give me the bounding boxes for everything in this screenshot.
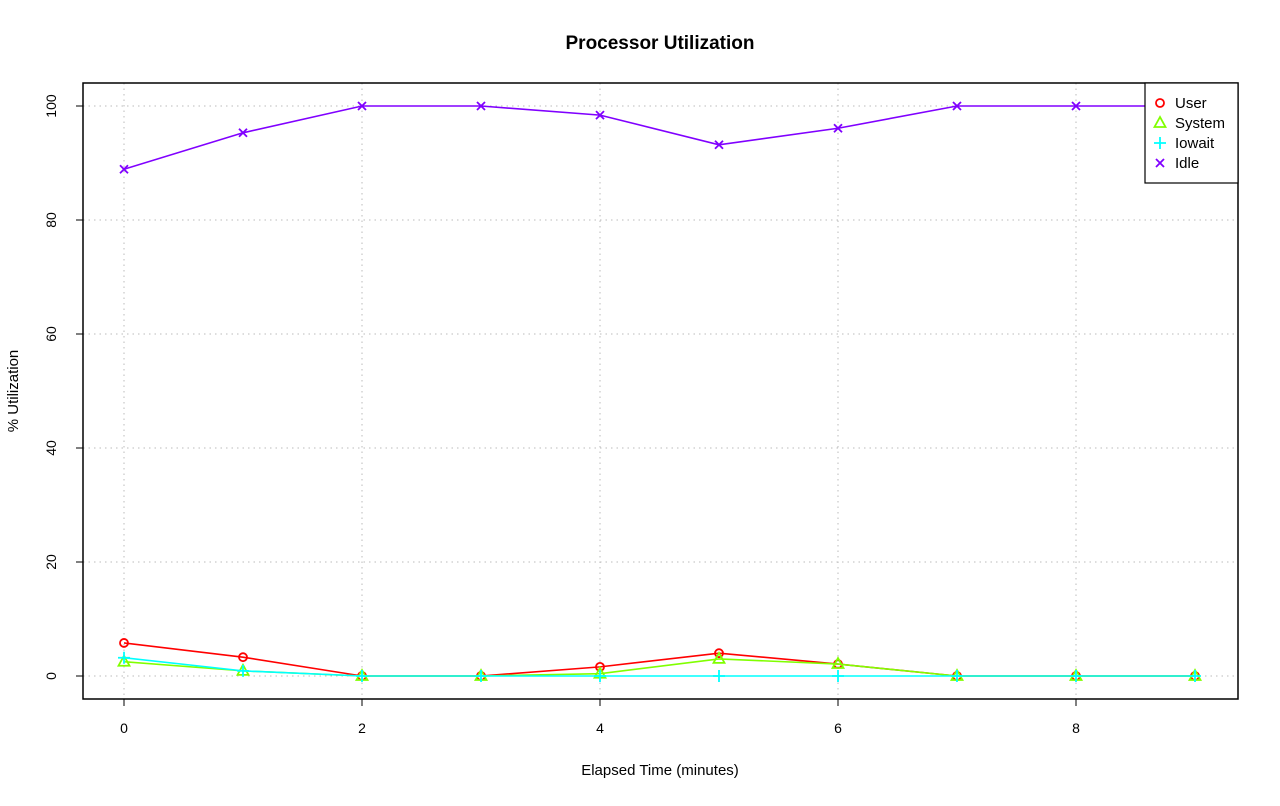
legend: User System Iowait Idle (1144, 82, 1239, 184)
y-tick-label: 60 (43, 326, 59, 342)
grid (83, 83, 1238, 699)
x-tick-label: 8 (1072, 720, 1080, 736)
data-point-iowait (713, 670, 725, 682)
x-tick-label: 2 (358, 720, 366, 736)
data-point-system (830, 656, 846, 669)
series-group (116, 101, 1203, 682)
data-point-idle (119, 164, 129, 174)
legend-label-user: User (1175, 95, 1207, 112)
series-line-user (123, 642, 1195, 677)
y-axis-label: % Utilization (5, 350, 22, 433)
data-point-idle (595, 110, 605, 120)
series-line-idle (123, 105, 1195, 171)
legend-marker-user (1155, 98, 1165, 108)
data-point-user (714, 648, 724, 659)
data-point-system (711, 651, 727, 664)
data-point-system (116, 653, 132, 667)
data-point-iowait (356, 670, 368, 682)
data-point-iowait (832, 670, 844, 682)
y-tick-label: 40 (43, 440, 59, 456)
data-point-idle (1071, 101, 1081, 111)
x-tick-label: 4 (596, 720, 604, 736)
legend-marker-idle (1155, 158, 1165, 168)
data-point-iowait (475, 670, 487, 682)
data-point-user (119, 638, 129, 648)
x-tick-label: 0 (120, 720, 128, 736)
data-point-iowait (951, 670, 963, 682)
series-line-iowait (123, 656, 1195, 677)
y-tick-label: 20 (43, 554, 59, 570)
data-point-iowait (1070, 670, 1082, 682)
legend-label-idle: Idle (1175, 155, 1199, 172)
data-point-iowait (594, 670, 606, 682)
data-point-iowait (1189, 670, 1201, 682)
legend-label-iowait: Iowait (1175, 135, 1215, 152)
data-point-idle (714, 140, 724, 150)
data-point-idle (476, 101, 486, 111)
legend-marker-system (1152, 115, 1168, 128)
data-point-iowait (237, 664, 249, 677)
legend-marker-iowait (1154, 137, 1166, 149)
x-tick-label: 6 (834, 720, 842, 736)
data-point-idle (238, 128, 248, 138)
y-tick-label: 0 (43, 672, 59, 680)
y-tick-label: 80 (43, 212, 59, 228)
chart-title: Processor Utilization (566, 33, 755, 54)
legend-label-system: System (1175, 115, 1225, 132)
y-tick-label: 100 (43, 94, 59, 118)
x-axis-label: Elapsed Time (minutes) (581, 762, 739, 779)
plot-border (82, 82, 1239, 700)
data-point-iowait (118, 651, 130, 664)
data-point-idle (833, 123, 843, 133)
data-point-user (238, 652, 248, 663)
data-point-idle (952, 101, 962, 111)
data-point-idle (357, 101, 367, 111)
